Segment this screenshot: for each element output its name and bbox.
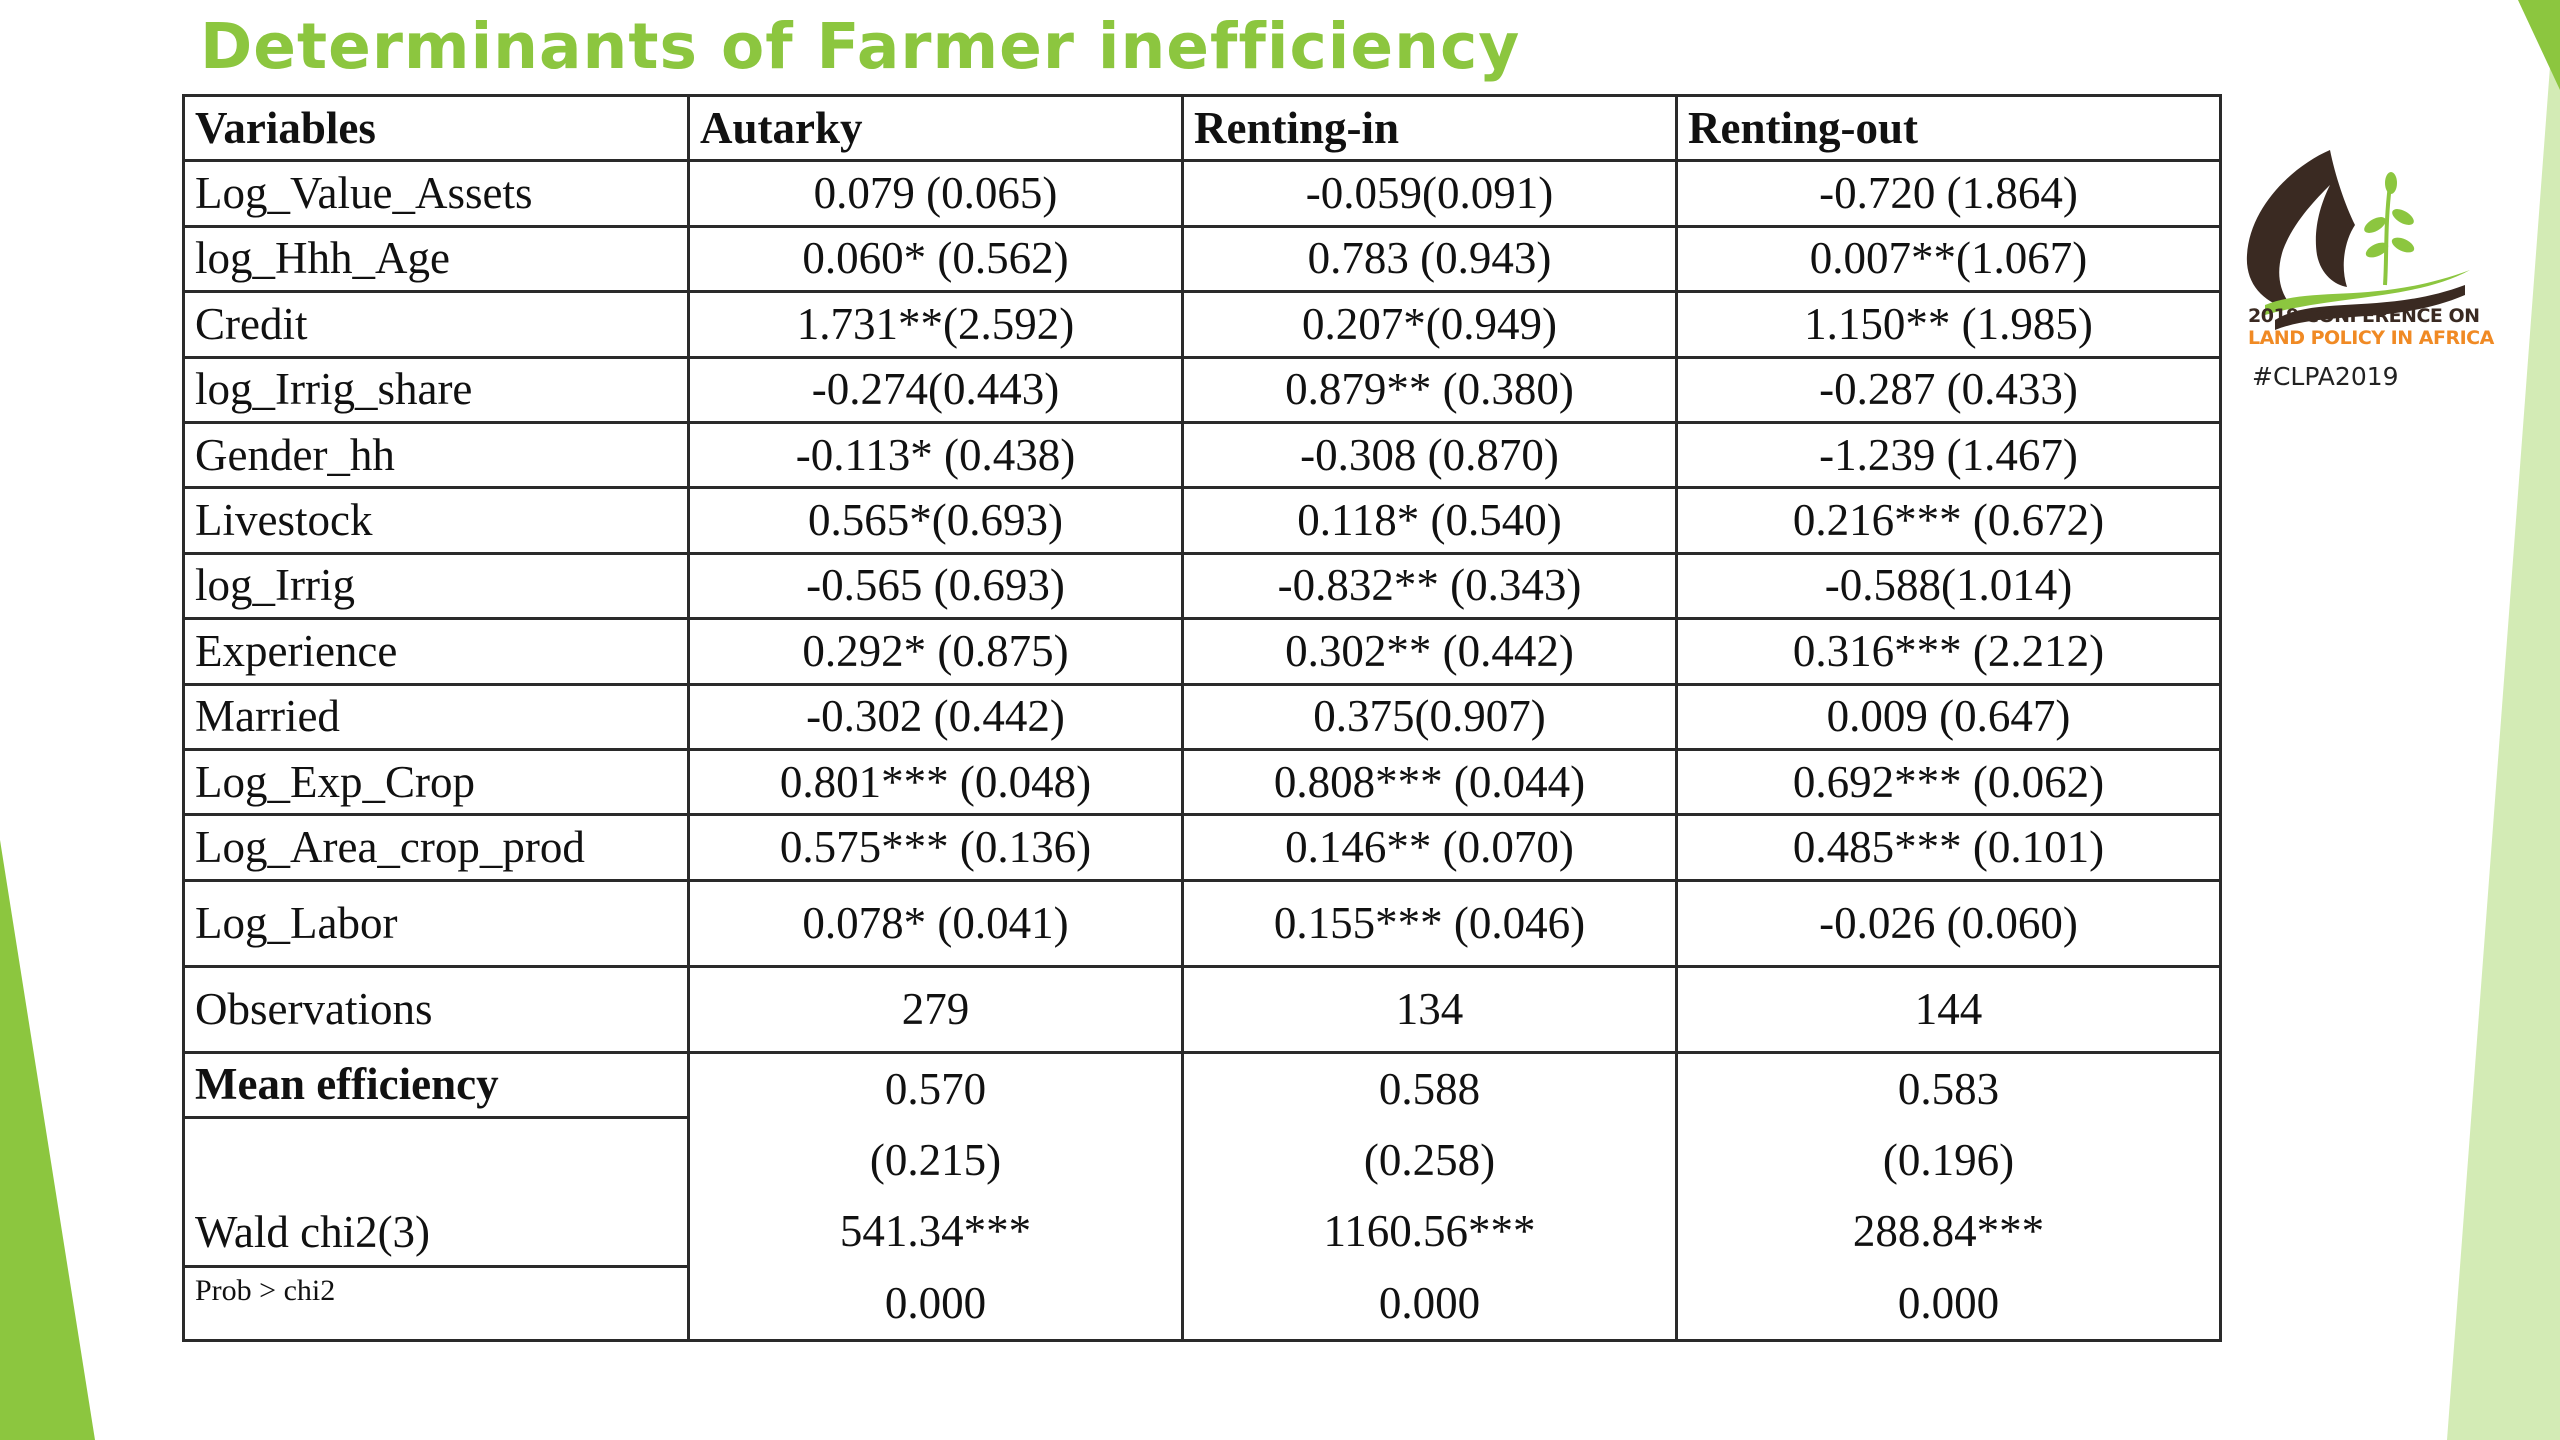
coef-renting-in: 0.118* (0.540) [1181, 486, 1678, 555]
table-row: log_Irrig -0.565 (0.693) -0.832** (0.343) -… [182, 551, 2222, 621]
coef-renting-in: 0.207*(0.949) [1181, 290, 1678, 359]
wald-row: Wald chi2(3) [182, 1116, 2221, 1269]
coef-renting-out: 0.216*** (0.672) [1675, 486, 2222, 555]
variable-name: log_Irrig_share [182, 355, 690, 424]
observations-renting-in: 134 [1181, 964, 1678, 1054]
observations-renting-out: 144 [1675, 964, 2222, 1054]
header-renting-out: Renting-out [1675, 93, 2222, 163]
coef-autarky: -0.302 (0.442) [687, 682, 1184, 751]
prob-row: Prob > chi2 [182, 1265, 2221, 1342]
prob-renting-in: 0.000 [1378, 1277, 1481, 1328]
logo-hashtag: #CLPA2019 [2252, 362, 2399, 391]
coef-renting-in: 0.146** (0.070) [1181, 813, 1678, 882]
coef-renting-out: 0.007**(1.067) [1675, 224, 2222, 294]
variable-name: Log_Value_Assets [182, 159, 690, 228]
mean-efficiency-label: Mean efficiency [182, 1050, 690, 1120]
coef-renting-out: -0.588(1.014) [1675, 551, 2222, 621]
coef-autarky: -0.274(0.443) [687, 355, 1184, 424]
coef-renting-out: 0.316*** (2.212) [1675, 617, 2222, 686]
mean-efficiency-row: Mean efficiency 0.570 (0.215) 541.34*** … [182, 1050, 2222, 1342]
wald-autarky: 541.34*** [839, 1206, 1032, 1257]
conference-logo [2246, 150, 2470, 330]
wald-label: Wald chi2(3) [182, 1116, 690, 1269]
coef-autarky: 0.060* (0.562) [687, 224, 1184, 294]
mean-efficiency-autarky: 0.570 [884, 1063, 987, 1114]
coef-autarky: 1.731**(2.592) [687, 290, 1184, 359]
logo-land-policy-text: LAND POLICY IN AFRICA [2248, 327, 2494, 349]
summary-renting-in: 0.588 (0.258) 1160.56*** 0.000 [1181, 1050, 1678, 1342]
variable-name: Married [182, 682, 690, 751]
efficiency-sd-renting-in: (0.258) [1363, 1135, 1496, 1186]
summary-renting-out: 0.583 (0.196) 288.84*** 0.000 [1675, 1050, 2222, 1342]
table-row: log_Irrig_share -0.274(0.443) 0.879** (0.3… [182, 355, 2222, 424]
coef-renting-out: -1.239 (1.467) [1675, 420, 2222, 490]
coef-autarky: 0.079 (0.065) [687, 159, 1184, 228]
variable-name: log_Hhh_Age [182, 224, 690, 294]
efficiency-sd-autarky: (0.215) [869, 1135, 1002, 1186]
variable-name: Log_Exp_Crop [182, 747, 690, 817]
observations-label: Observations [182, 964, 690, 1054]
header-variables: Variables [182, 93, 690, 163]
prob-label: Prob > chi2 [182, 1265, 690, 1342]
table-row: log_Hhh_Age 0.060* (0.562) 0.783 (0.943) 0.… [182, 224, 2222, 294]
table-row: Gender_hh -0.113* (0.438) -0.308 (0.870) -1… [182, 420, 2222, 490]
coef-renting-in: 0.302** (0.442) [1181, 617, 1678, 686]
slide-title: Determinants of Farmer inefficiency [200, 10, 1521, 83]
summary-autarky: 0.570 (0.215) 541.34*** 0.000 [687, 1050, 1184, 1342]
coef-renting-out: -0.720 (1.864) [1675, 159, 2222, 228]
right-green-accent [2447, 0, 2560, 1440]
results-table: Variables Autarky Renting-in Renting-out… [182, 93, 2222, 1342]
table-row: Experience 0.292* (0.875) 0.302** (0.442) 0… [182, 617, 2222, 686]
table-row: Married -0.302 (0.442) 0.375(0.907) 0.009 (… [182, 682, 2222, 751]
variable-name: Gender_hh [182, 420, 690, 490]
mean-efficiency-renting-out: 0.583 [1897, 1063, 2000, 1114]
coef-renting-out: -0.287 (0.433) [1675, 355, 2222, 424]
variable-name: Log_Area_crop_prod [182, 813, 690, 882]
wald-renting-in: 1160.56*** [1323, 1206, 1536, 1257]
variable-name: Livestock [182, 486, 690, 555]
table-row: Livestock 0.565*(0.693) 0.118* (0.540) 0.21… [182, 486, 2222, 555]
coef-renting-out: 0.485*** (0.101) [1675, 813, 2222, 882]
header-renting-in: Renting-in [1181, 93, 1678, 163]
table-row: Log_Exp_Crop 0.801*** (0.048) 0.808*** (0.… [182, 747, 2222, 817]
logo-conference-text: 2019 CONFERENCE ON [2248, 305, 2480, 327]
coef-renting-out: 0.692*** (0.062) [1675, 747, 2222, 817]
prob-renting-out: 0.000 [1897, 1277, 2000, 1328]
coef-autarky: -0.113* (0.438) [687, 420, 1184, 490]
table-row: Log_Area_crop_prod 0.575*** (0.136) 0.146*… [182, 813, 2222, 882]
observations-row: Observations 279 134 144 [182, 964, 2222, 1054]
coef-autarky: 0.292* (0.875) [687, 617, 1184, 686]
efficiency-sd-renting-out: (0.196) [1882, 1135, 2015, 1186]
table-row: Log_Value_Assets 0.079 (0.065) -0.059(0.09… [182, 159, 2222, 228]
coef-renting-in: 0.808*** (0.044) [1181, 747, 1678, 817]
mean-efficiency-renting-in: 0.588 [1378, 1063, 1481, 1114]
left-green-accent [0, 840, 95, 1440]
coef-autarky: -0.565 (0.693) [687, 551, 1184, 621]
coef-renting-out: 0.009 (0.647) [1675, 682, 2222, 751]
table-header-row: Variables Autarky Renting-in Renting-out [182, 93, 2222, 163]
observations-autarky: 279 [687, 964, 1184, 1054]
variable-name: Log_Labor [182, 878, 690, 968]
coef-renting-in: -0.832** (0.343) [1181, 551, 1678, 621]
variable-name: log_Irrig [182, 551, 690, 621]
header-autarky: Autarky [687, 93, 1184, 163]
table-row: Credit 1.731**(2.592) 0.207*(0.949) 1.150**… [182, 290, 2222, 359]
variable-name: Experience [182, 617, 690, 686]
variable-name: Credit [182, 290, 690, 359]
coef-renting-in: 0.375(0.907) [1181, 682, 1678, 751]
coef-renting-in: 0.783 (0.943) [1181, 224, 1678, 294]
coef-renting-out: 1.150** (1.985) [1675, 290, 2222, 359]
coef-renting-in: 0.879** (0.380) [1181, 355, 1678, 424]
coef-autarky: 0.078* (0.041) [687, 878, 1184, 968]
coef-renting-in: -0.059(0.091) [1181, 159, 1678, 228]
table-row: Log_Labor 0.078* (0.041) 0.155*** (0.046) -… [182, 878, 2222, 968]
coef-renting-in: -0.308 (0.870) [1181, 420, 1678, 490]
wald-renting-out: 288.84*** [1852, 1206, 2045, 1257]
coef-autarky: 0.575*** (0.136) [687, 813, 1184, 882]
coef-autarky: 0.565*(0.693) [687, 486, 1184, 555]
coef-renting-out: -0.026 (0.060) [1675, 878, 2222, 968]
coef-renting-in: 0.155*** (0.046) [1181, 878, 1678, 968]
prob-autarky: 0.000 [884, 1277, 987, 1328]
coef-autarky: 0.801*** (0.048) [687, 747, 1184, 817]
